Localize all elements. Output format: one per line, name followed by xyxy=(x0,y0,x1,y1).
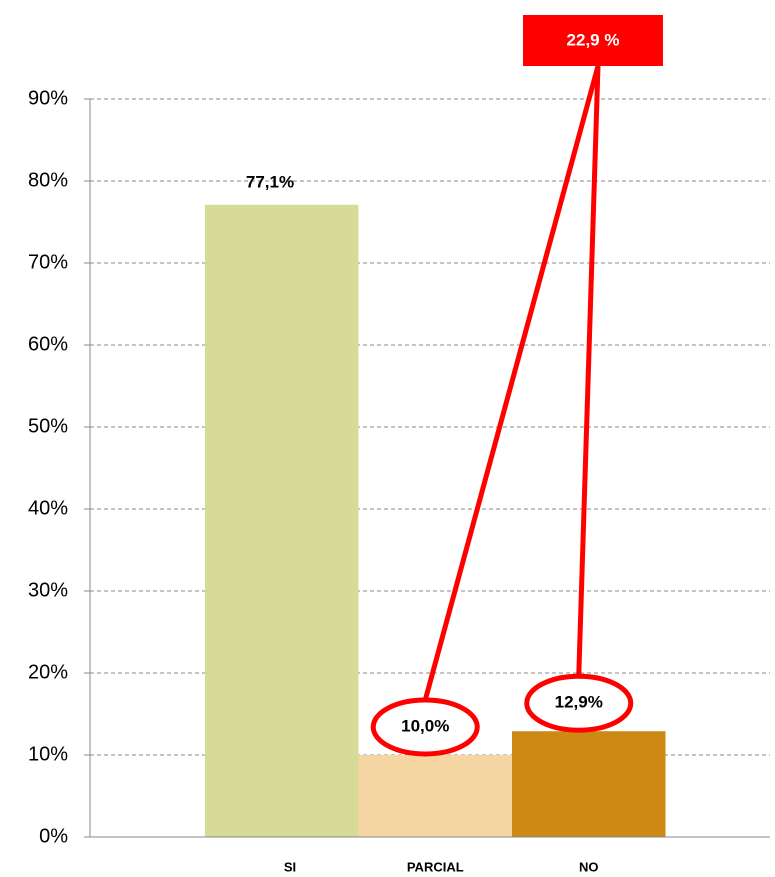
y-tick-label: 80% xyxy=(28,169,68,191)
bar xyxy=(512,731,666,837)
bar xyxy=(359,755,513,837)
chart: 0% 10% 20% 30% 40% 50% 60% 70% 80% 90% SI 77,1% PARC… xyxy=(0,0,775,877)
y-tick-label: 20% xyxy=(28,661,68,683)
y-tick-label: 30% xyxy=(28,579,68,601)
y-tick-label: 40% xyxy=(28,497,68,519)
value-label: 10,0% xyxy=(401,716,449,735)
bar xyxy=(205,205,359,837)
y-tick-label: 0% xyxy=(39,825,68,847)
y-tick-label: 90% xyxy=(28,87,68,109)
y-tick-label: 10% xyxy=(28,743,68,765)
y-tick-label: 50% xyxy=(28,415,68,437)
x-tick-label: NO xyxy=(579,859,599,874)
value-label: 77,1% xyxy=(246,172,294,191)
x-tick-label: PARCIAL xyxy=(407,859,464,874)
value-label: 12,9% xyxy=(555,693,603,712)
annotation: 22,9 % xyxy=(567,30,620,49)
y-tick-label: 70% xyxy=(28,251,68,273)
x-tick-label: SI xyxy=(284,859,296,874)
y-tick-label: 60% xyxy=(28,333,68,355)
